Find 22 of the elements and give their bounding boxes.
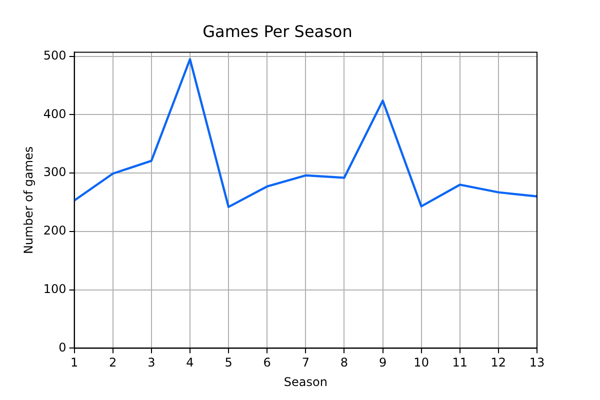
x-tick-label: 12 (490, 356, 506, 370)
x-tick-label: 6 (263, 356, 271, 370)
x-axis-title: Season (284, 374, 328, 389)
x-tick-label: 13 (529, 356, 545, 370)
x-tick-label: 5 (224, 356, 232, 370)
x-tick-label: 7 (302, 356, 310, 370)
x-tick-label: 8 (340, 356, 348, 370)
y-tick-label: 500 (43, 48, 66, 62)
x-tick-label: 11 (452, 356, 468, 370)
chart-title: Games Per Season (202, 22, 352, 41)
y-tick-label: 200 (43, 224, 66, 238)
x-tick-label: 9 (378, 356, 387, 370)
y-tick-label: 0 (58, 340, 66, 354)
x-tick-label: 1 (70, 356, 78, 370)
x-tick-label: 4 (186, 356, 194, 370)
y-tick-label: 100 (43, 282, 66, 296)
y-tick-label: 300 (43, 165, 66, 180)
x-tick-label: 3 (148, 356, 156, 370)
x-tick-label: 2 (109, 356, 117, 370)
x-tick-label: 10 (414, 356, 429, 370)
y-tick-label: 400 (43, 106, 66, 121)
y-axis-title: Number of games (21, 146, 36, 254)
